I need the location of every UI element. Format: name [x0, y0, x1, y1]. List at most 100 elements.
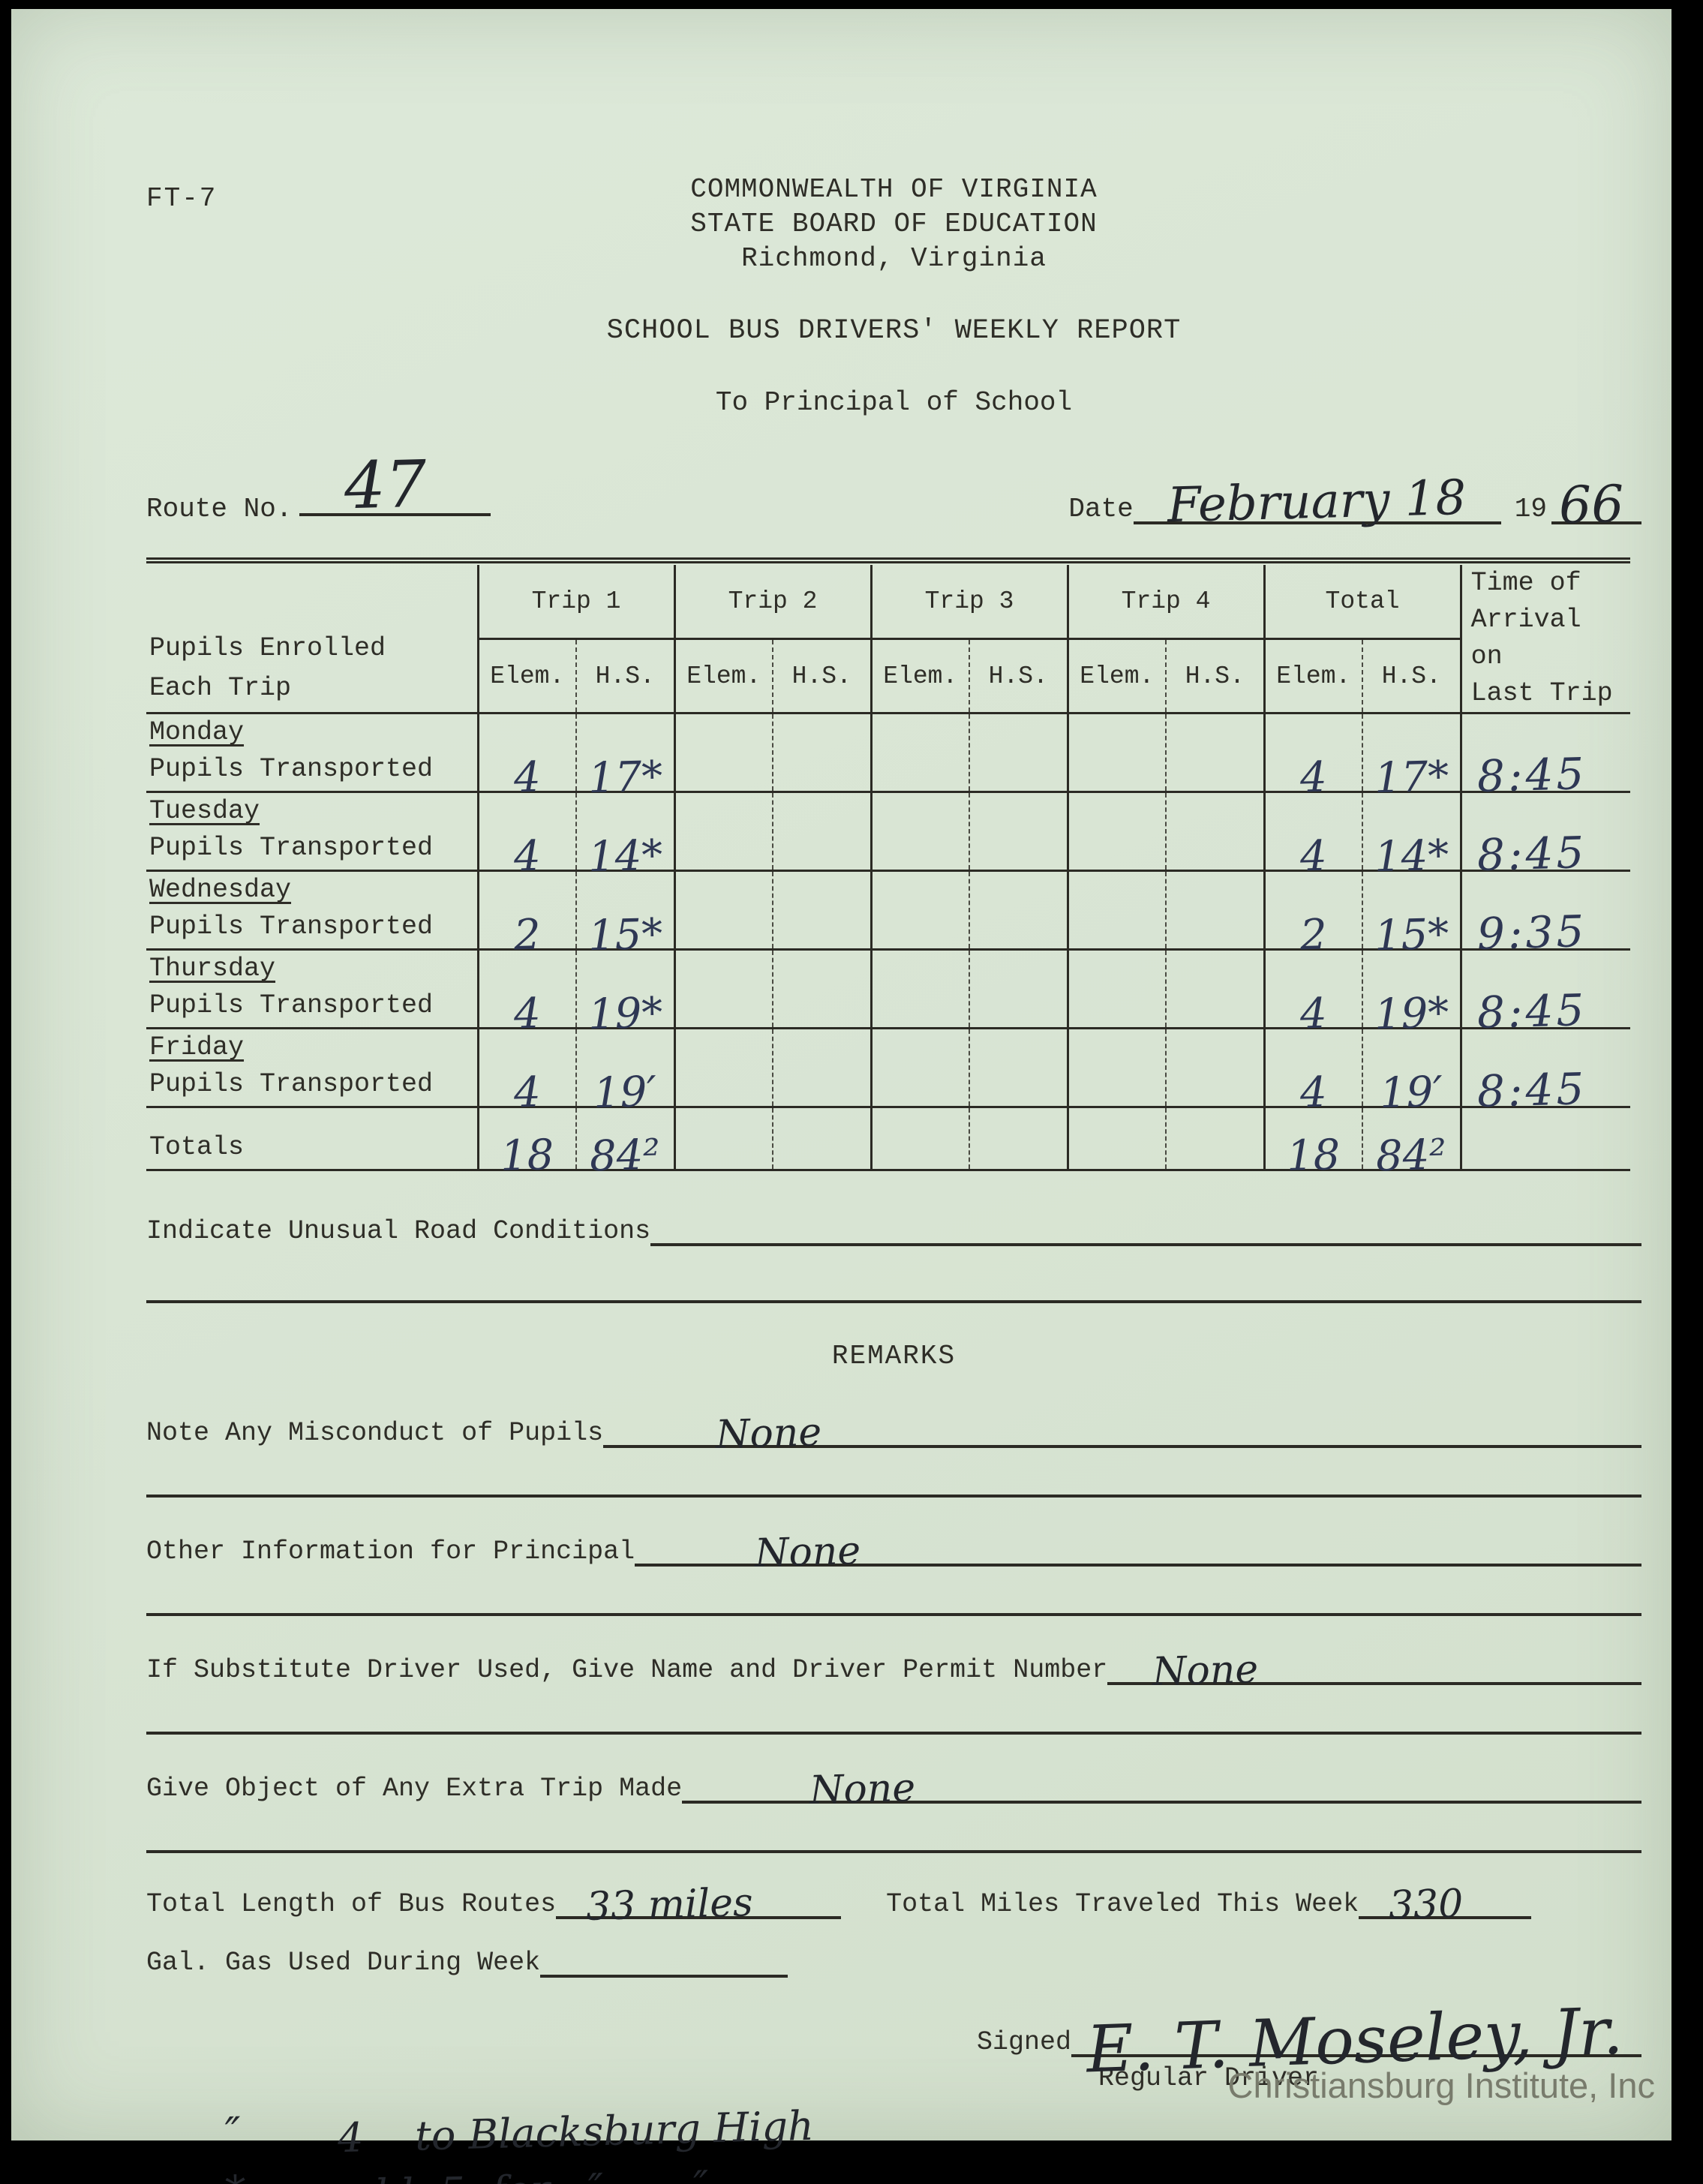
t1-elem-header: Elem. — [476, 638, 576, 715]
time-header: Time of Arrival on Last Trip — [1459, 565, 1631, 715]
header-board: STATE BOARD OF EDUCATION — [690, 209, 1098, 240]
day-sublabel: Pupils Transported — [149, 1069, 434, 1100]
arrival-time: 8:45 — [1476, 1063, 1587, 1117]
cell-value: 15* — [587, 909, 663, 960]
misconduct-label: Note Any Misconduct of Pupils — [146, 1418, 604, 1449]
footnote-text: add 5 for ″ ″ — [337, 2161, 709, 2184]
year-field: 66 — [1551, 475, 1641, 536]
other-info-row: Other Information for Principal None — [146, 1528, 1641, 1576]
footnote-line: ″ 4 to Blacksburg High — [224, 2102, 1641, 2162]
day-sublabel: Pupils Transported — [149, 833, 434, 864]
form-code: FT-7 — [146, 183, 218, 214]
corner-header: Pupils Enrolled Each Trip — [146, 565, 479, 715]
arrival-time: 8:45 — [1476, 748, 1587, 802]
day-label: Tuesday — [149, 796, 260, 827]
cell-value: 19* — [587, 988, 663, 1039]
table-row-wednesday: Wednesday Pupils Transported 2 15* 2 15* … — [146, 870, 1631, 960]
date-group: Date February 18 19 66 — [1068, 470, 1641, 536]
rule-divider — [146, 1850, 1641, 1854]
day-sublabel: Pupils Transported — [149, 754, 434, 785]
t3-hs-header: H.S. — [969, 638, 1068, 715]
signature-role: Regular Driver — [1098, 2063, 1319, 2094]
cell-value: 15* — [1373, 909, 1449, 960]
rule-divider — [146, 1613, 1641, 1617]
road-conditions-field — [650, 1239, 1641, 1247]
trip3-header: Trip 3 — [870, 565, 1068, 641]
cell-value: 4 — [513, 753, 542, 803]
cell-value: 19* — [1373, 988, 1449, 1039]
route-date-row: Route No. 47 Date February 18 19 66 — [146, 447, 1641, 536]
arrival-time: 8:45 — [1476, 984, 1587, 1038]
footnotes: ″ 4 to Blacksburg High * add 5 for ″ ″ 2… — [146, 2102, 1641, 2184]
table-row-totals: Totals 18 84² 18 84² — [146, 1107, 1631, 1181]
rule-divider — [146, 1495, 1641, 1498]
addressee-line: To Principal of School — [715, 387, 1073, 419]
cell-value: 4 — [513, 1068, 542, 1118]
table-sub-header-row: Elem. H.S. Elem. H.S. Elem. H.S. Elem. H… — [146, 638, 1630, 715]
t2-hs-header: H.S. — [772, 638, 872, 715]
t4-elem-header: Elem. — [1066, 638, 1167, 715]
route-field: 47 — [299, 447, 491, 524]
date-value: February 18 — [1166, 470, 1467, 534]
trip2-header: Trip 2 — [673, 565, 872, 641]
footnote-line: * add 5 for ″ ″ — [224, 2161, 1641, 2184]
t1-hs-header: H.S. — [575, 638, 675, 715]
other-info-label: Other Information for Principal — [146, 1537, 635, 1567]
day-sublabel: Pupils Transported — [149, 990, 434, 1021]
cell-value: 14* — [1373, 831, 1449, 882]
misconduct-value: None — [715, 1409, 822, 1458]
table-row-tuesday: Tuesday Pupils Transported 4 14* 4 14* 8:… — [146, 792, 1631, 882]
footnote-marker: ″ — [224, 2108, 242, 2158]
mileage-row: Total Length of Bus Routes 33 miles Tota… — [146, 1880, 1641, 1930]
date-label: Date — [1068, 494, 1134, 525]
signature-field: E. T. Moseley, Jr. — [1071, 1993, 1641, 2087]
extra-trip-label: Give Object of Any Extra Trip Made — [146, 1774, 683, 1804]
tot-elem-header: Elem. — [1263, 638, 1363, 715]
cell-value: 4 — [1299, 831, 1328, 882]
day-label: Monday — [149, 717, 245, 748]
road-conditions-label: Indicate Unusual Road Conditions — [146, 1216, 651, 1247]
other-info-field: None — [635, 1528, 1641, 1576]
cell-value: 4 — [513, 989, 542, 1039]
cell-value: 18 — [500, 1130, 555, 1181]
cell-value: 84² — [1375, 1130, 1447, 1181]
table-top-rule — [146, 557, 1630, 564]
route-group: Route No. 47 — [146, 447, 491, 525]
route-length-label: Total Length of Bus Routes — [146, 1889, 557, 1920]
cell-value: 17* — [1373, 752, 1449, 803]
route-length-value: 33 miles — [585, 1879, 754, 1930]
cell-value: 84² — [589, 1130, 661, 1181]
header-commonwealth: COMMONWEALTH OF VIRGINIA — [690, 174, 1098, 205]
route-value: 47 — [343, 447, 428, 524]
cell-value: 4 — [1299, 1068, 1328, 1118]
day-sublabel: Pupils Transported — [149, 912, 434, 942]
year-prefix: 19 — [1514, 494, 1547, 525]
year-value: 66 — [1557, 474, 1625, 536]
cell-value: 2 — [1299, 910, 1328, 960]
gas-row: Gal. Gas Used During Week — [146, 1948, 1641, 1978]
misconduct-row: Note Any Misconduct of Pupils None — [146, 1409, 1641, 1458]
table-group-header-row: Pupils Enrolled Each Trip Trip 1 Trip 2 … — [146, 565, 1631, 715]
report-title: SCHOOL BUS DRIVERS' WEEKLY REPORT — [606, 315, 1182, 347]
date-field: February 18 — [1133, 470, 1501, 533]
route-label: Route No. — [146, 494, 293, 525]
day-label: Thursday — [149, 954, 276, 984]
cell-value: 19′ — [1379, 1067, 1444, 1118]
substitute-field: None — [1107, 1647, 1641, 1694]
cell-value: 4 — [1299, 753, 1328, 803]
other-info-value: None — [754, 1528, 861, 1576]
cell-value: 4 — [513, 831, 542, 882]
substitute-value: None — [1152, 1646, 1260, 1695]
extra-trip-field: None — [682, 1765, 1641, 1813]
weekly-table: Pupils Enrolled Each Trip Trip 1 Trip 2 … — [146, 557, 1631, 1181]
substitute-label: If Substitute Driver Used, Give Name and… — [146, 1655, 1108, 1686]
cell-value: 17* — [587, 752, 663, 803]
rule-divider — [146, 1732, 1641, 1735]
t4-hs-header: H.S. — [1165, 638, 1265, 715]
remarks-title: REMARKS — [831, 1341, 957, 1372]
miles-week-label: Total Miles Traveled This Week — [886, 1889, 1359, 1920]
day-label: Friday — [149, 1032, 245, 1063]
miles-week-value: 330 — [1388, 1881, 1464, 1928]
rule-divider — [146, 1300, 1641, 1304]
footnote-text: 4 to Blacksburg High — [337, 2101, 815, 2162]
